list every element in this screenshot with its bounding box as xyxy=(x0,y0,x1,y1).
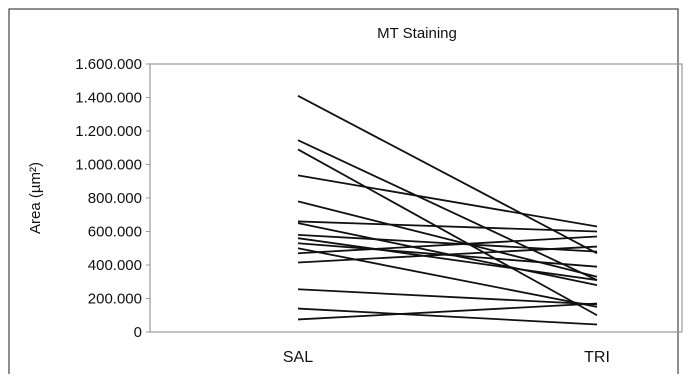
x-tick-label: SAL xyxy=(283,349,313,366)
y-tick-label: 200.000 xyxy=(88,291,142,308)
series-line-3 xyxy=(297,148,598,317)
chart-title: MT Staining xyxy=(377,25,457,42)
series-line-6 xyxy=(297,220,598,233)
series-line-1 xyxy=(297,95,598,255)
series-line-5 xyxy=(297,200,598,278)
series-line-12 xyxy=(297,235,598,255)
x-axis: SAL TRI xyxy=(283,349,610,366)
series-line-4 xyxy=(297,174,598,228)
y-axis-label: Area (µm²) xyxy=(27,162,44,234)
y-tick-label: 1.000.000 xyxy=(75,157,142,174)
series-line-9 xyxy=(297,237,598,281)
y-tick-label: 1.600.000 xyxy=(75,56,142,73)
y-tick-label: 1.200.000 xyxy=(75,123,142,140)
plot-area-border xyxy=(149,63,683,333)
series-line-14 xyxy=(297,288,598,306)
y-tick-label: 600.000 xyxy=(88,224,142,241)
series-line-2 xyxy=(297,139,598,281)
y-tick-label: 1.400.000 xyxy=(75,90,142,107)
y-tick-label: 800.000 xyxy=(88,190,142,207)
series-line-11 xyxy=(297,247,598,308)
chart-outer-border xyxy=(8,8,679,379)
y-axis: 0 200.000 400.000 600.000 800.000 1.000.000 1.… xyxy=(75,56,150,341)
y-tick-label: 400.000 xyxy=(88,257,142,274)
series-line-15 xyxy=(297,307,598,326)
series-line-13 xyxy=(297,245,598,264)
series-lines xyxy=(297,95,598,326)
series-line-16 xyxy=(297,302,598,321)
x-tick-label: TRI xyxy=(584,349,610,366)
y-tick-label: 0 xyxy=(134,324,142,341)
